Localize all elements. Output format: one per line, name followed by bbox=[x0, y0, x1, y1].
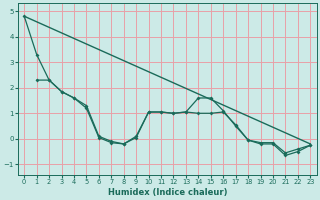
X-axis label: Humidex (Indice chaleur): Humidex (Indice chaleur) bbox=[108, 188, 227, 197]
